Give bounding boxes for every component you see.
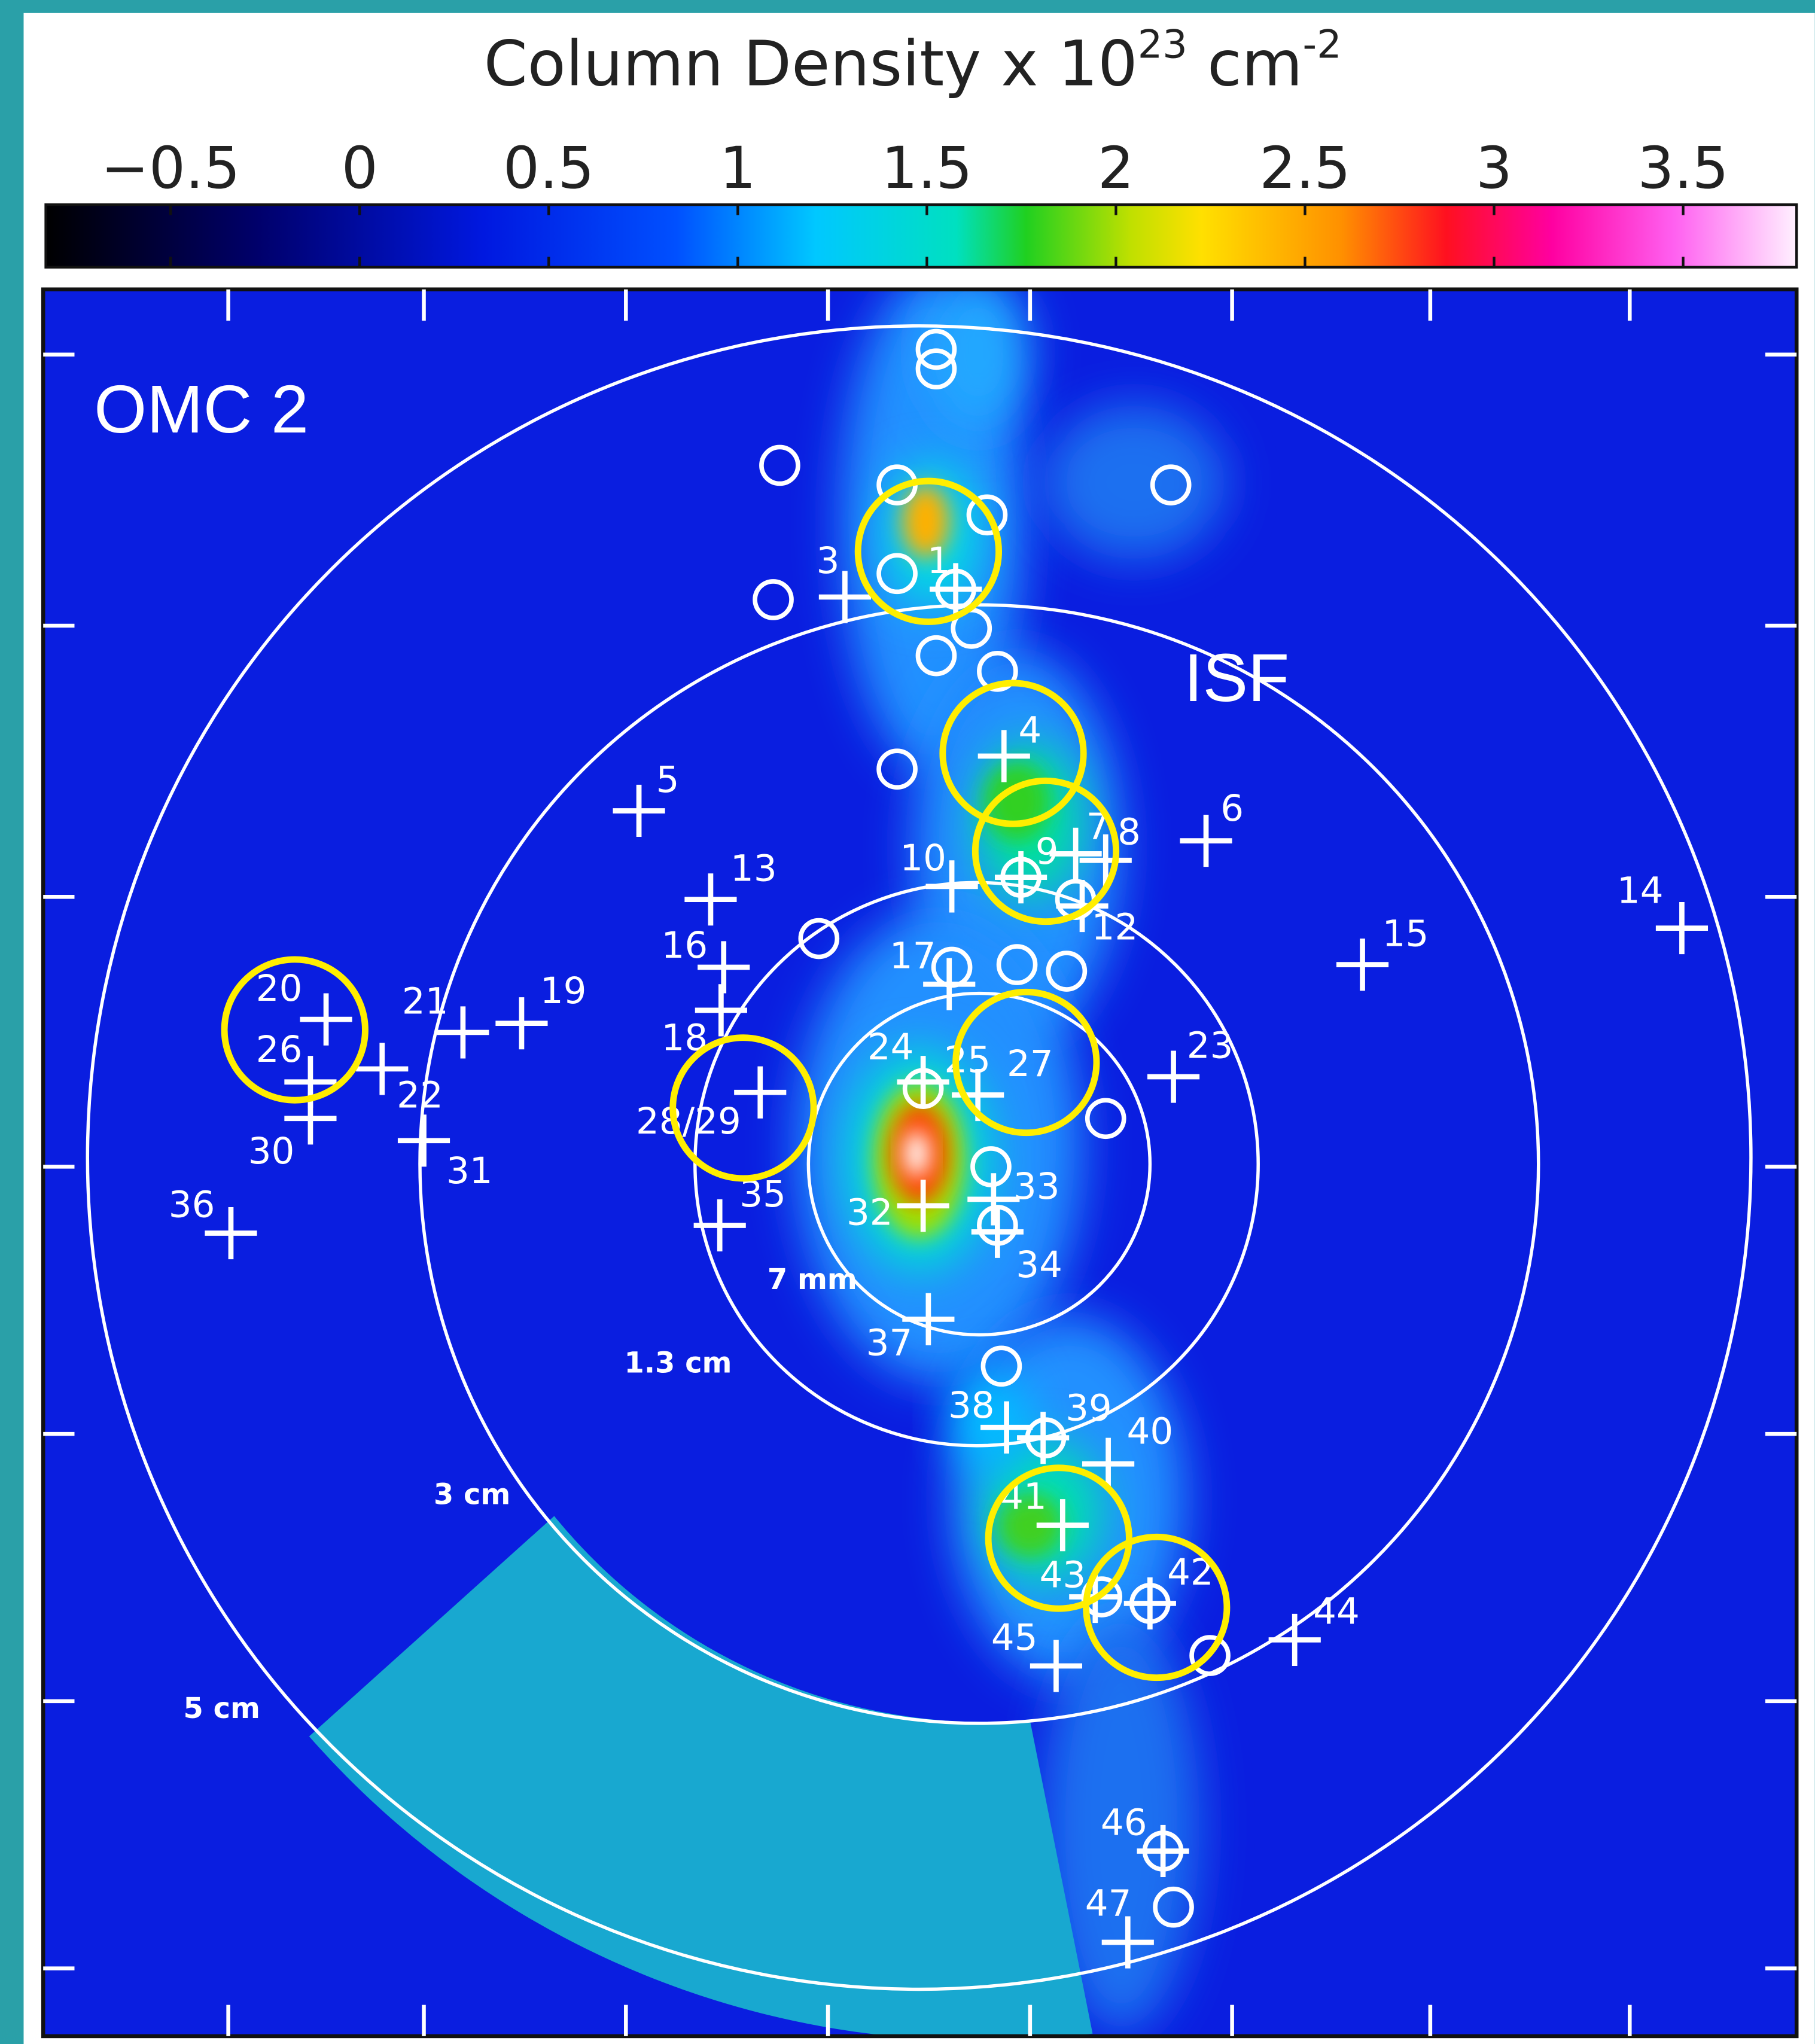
source-label: 46 — [1101, 1801, 1147, 1844]
source-label: 40 — [1127, 1411, 1174, 1453]
title-text: Column Density x 10 — [484, 27, 1138, 100]
source-label: 43 — [1040, 1553, 1086, 1596]
source-label: 24 — [867, 1026, 914, 1068]
source-label: 47 — [1085, 1882, 1132, 1925]
source-label: 20 — [256, 967, 303, 1010]
source-label: 45 — [991, 1616, 1038, 1659]
title-exponent: 23 — [1138, 22, 1187, 68]
source-label: 4 — [1018, 709, 1042, 751]
title-unit-exponent: -2 — [1303, 22, 1342, 68]
source-label: 26 — [256, 1028, 303, 1071]
figure: Column Density x 1023 cm-2 1345678910121… — [0, 0, 1815, 2044]
colorbar-title: Column Density x 1023 cm-2 — [484, 22, 1342, 100]
source-label: 34 — [1016, 1244, 1062, 1286]
ring-label: 1.3 cm — [624, 1347, 732, 1380]
field-label: OMC 2 — [94, 371, 309, 447]
source-label: 17 — [890, 934, 936, 977]
source-label: 37 — [866, 1322, 913, 1364]
colorbar-tick-label: 3 — [1476, 135, 1512, 202]
source-label: 44 — [1313, 1590, 1360, 1632]
source-label: 12 — [1092, 906, 1138, 948]
source-label: 14 — [1617, 869, 1664, 912]
source-label: 32 — [846, 1192, 893, 1234]
source-label: 21 — [402, 980, 449, 1023]
colorbar-tick-label: 0.5 — [503, 135, 594, 202]
source-label: 27 — [1007, 1043, 1053, 1085]
source-label: 41 — [1000, 1476, 1047, 1518]
colorbar-tick-label: 2 — [1098, 135, 1134, 202]
source-label: 16 — [662, 924, 708, 967]
source-label: 10 — [900, 837, 946, 879]
source-label: 23 — [1187, 1025, 1234, 1067]
source-label: 38 — [948, 1384, 995, 1427]
ring-label: 5 cm — [184, 1692, 260, 1725]
colorbar — [46, 205, 1797, 267]
source-label: 39 — [1065, 1387, 1112, 1429]
ring-label: 3 cm — [434, 1479, 510, 1512]
emission — [903, 1130, 930, 1177]
emission — [1043, 404, 1226, 561]
source-label: 28/29 — [636, 1100, 741, 1143]
source-label: 30 — [248, 1130, 295, 1172]
source-label: 25 — [944, 1039, 991, 1082]
colorbar-tick-label: 0 — [342, 135, 378, 202]
source-label: 9 — [1036, 830, 1059, 873]
colorbar-tick-label: 2.5 — [1259, 135, 1350, 202]
source-label: 5 — [656, 758, 680, 801]
colorbar-tick-label: 3.5 — [1637, 135, 1728, 202]
page: Column Density x 1023 cm-2 1345678910121… — [0, 0, 1815, 2044]
source-label: 33 — [1013, 1165, 1060, 1208]
source-label: 13 — [730, 847, 777, 890]
source-label: 19 — [540, 970, 587, 1012]
colorbar-tick-label: −0.5 — [101, 135, 240, 202]
colorbar-tick-label: 1.5 — [881, 135, 972, 202]
title-unit: cm — [1187, 27, 1303, 100]
source-label: 15 — [1382, 912, 1429, 955]
source-label: 31 — [446, 1150, 493, 1192]
source-label: 1 — [927, 540, 951, 582]
colorbar-tick-label: 1 — [720, 135, 756, 202]
ring-label: 7 mm — [768, 1263, 857, 1296]
filament-label: ISF — [1184, 640, 1289, 716]
source-label: 6 — [1220, 787, 1244, 830]
source-label: 8 — [1117, 811, 1141, 853]
source-label: 22 — [397, 1074, 443, 1116]
source-label: 36 — [169, 1184, 215, 1226]
source-label: 3 — [817, 540, 840, 582]
